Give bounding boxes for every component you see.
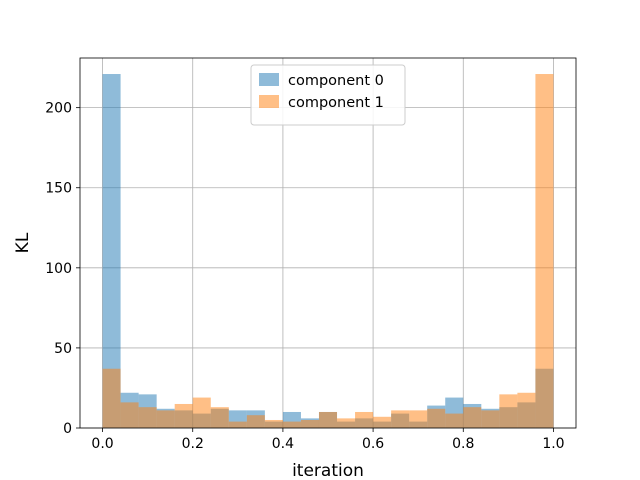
bar-series-1-bin-19 (445, 413, 464, 428)
bar-series-1-bin-9 (264, 419, 283, 428)
x-tick-label: 0.2 (182, 436, 204, 452)
y-tick-label: 200 (45, 101, 72, 117)
bar-series-1-bin-24 (535, 74, 554, 428)
plot-frame (79, 57, 577, 429)
legend-swatch-1 (259, 95, 279, 108)
bar-series-1-bin-6 (210, 407, 229, 428)
axis-ticks: 0.0 0.2 0.4 0.6 0.8 1.0 0 50 100 150 200 (45, 101, 564, 452)
x-axis-label: iteration (292, 461, 364, 480)
y-tick-label: 0 (63, 421, 72, 437)
bar-series-1-bin-2 (138, 407, 157, 428)
bar-series-1-bin-11 (300, 419, 319, 428)
bar-series-1-bin-4 (174, 403, 193, 428)
bar-series-1-bin-15 (373, 416, 392, 428)
bar-series-1-bin-5 (192, 397, 211, 428)
legend-label-1: component 1 (288, 95, 384, 111)
bar-series-1-bin-17 (409, 410, 428, 428)
x-tick-label: 0.0 (91, 436, 113, 452)
bar-series-1-bin-23 (517, 392, 536, 428)
x-tick-label: 0.4 (272, 436, 294, 452)
bar-series-1-bin-1 (120, 402, 139, 428)
bar-series-1-bin-20 (463, 407, 482, 428)
legend-box (250, 64, 406, 126)
bar-series-1-bin-16 (391, 410, 410, 428)
bar-series-1-bin-7 (228, 421, 247, 428)
bar-series-1-bin-8 (246, 415, 265, 428)
legend: component 0 component 1 (250, 64, 406, 126)
y-tick-label: 50 (54, 341, 72, 357)
bar-series-1-bin-18 (427, 408, 446, 428)
bar-series-1-bin-0 (102, 368, 121, 428)
y-tick-label: 100 (45, 261, 72, 277)
bar-series-1-bin-3 (156, 410, 175, 428)
legend-swatch-0 (259, 73, 279, 86)
bar-series-1-bin-10 (282, 421, 301, 428)
bar-series-0-bin-0 (102, 74, 121, 428)
x-tick-label: 0.6 (362, 436, 384, 452)
bar-series-1-bin-22 (499, 394, 518, 428)
x-tick-label: 1.0 (542, 436, 564, 452)
bar-series-1-bin-13 (337, 418, 356, 428)
x-tick-label: 0.8 (452, 436, 474, 452)
series-1-bars (102, 74, 554, 428)
bar-series-1-bin-21 (481, 410, 500, 428)
bar-series-1-bin-14 (355, 411, 374, 428)
legend-label-0: component 0 (288, 73, 384, 89)
y-tick-label: 150 (45, 181, 72, 197)
y-axis-label: KL (13, 232, 33, 253)
bars (102, 74, 554, 428)
bar-series-1-bin-12 (318, 411, 338, 428)
